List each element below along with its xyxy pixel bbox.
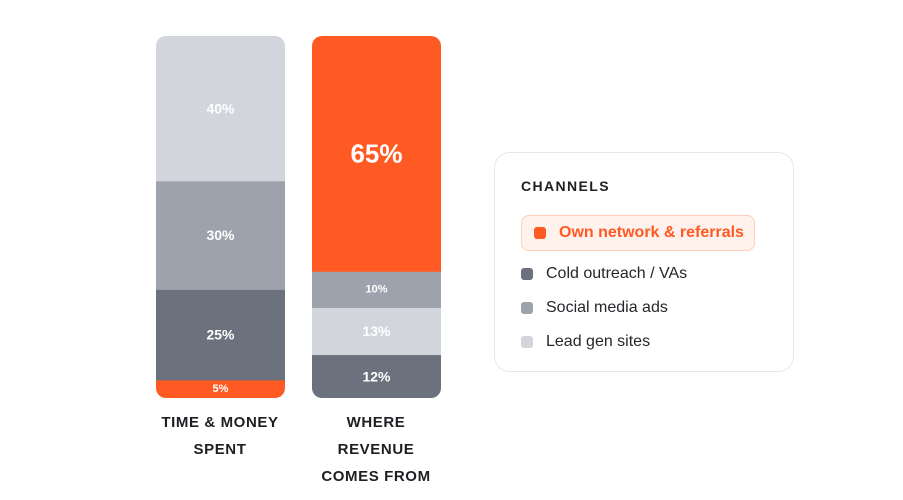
segment-value-label: 40% — [206, 100, 235, 116]
segment-value-label: 25% — [206, 327, 235, 343]
bar-time-and-money-spent — [156, 36, 285, 398]
bar-segment-lead-gen-sites — [156, 36, 285, 182]
legend-item-social-media: Social media ads — [521, 297, 668, 319]
legend-item-own-network: Own network & referrals — [521, 215, 755, 251]
segment-value-label: 30% — [206, 227, 235, 243]
bar-segment-social-media-ads — [312, 271, 441, 308]
legend-title: CHANNELS — [521, 178, 610, 194]
legend-swatch — [521, 302, 533, 314]
legend-swatch — [534, 227, 546, 239]
legend-card: CHANNELS Own network & referrals Cold ou… — [494, 152, 794, 372]
segment-value-label: 5% — [213, 383, 229, 395]
segment-labels: 5% 25% 30% 40% 12% 13% 10% 65% — [206, 100, 402, 395]
bar-segment-cold-outreach-vas — [312, 354, 441, 398]
bar-caption-line: REVENUE — [337, 441, 415, 458]
bar-caption-time-money: TIME & MONEY SPENT — [130, 409, 310, 463]
bar-segment-lead-gen-sites — [312, 307, 441, 356]
bar-segment-own-network-referrals — [312, 36, 441, 272]
legend-label: Own network & referrals — [559, 224, 744, 241]
segment-value-label: 10% — [365, 283, 387, 295]
bar-segment-cold-outreach-vas — [156, 289, 285, 381]
segment-value-label: 13% — [362, 323, 391, 339]
segment-value-label: 65% — [350, 139, 402, 169]
bar-segment-own-network-referrals — [156, 379, 285, 398]
legend-item-lead-gen: Lead gen sites — [521, 331, 650, 353]
legend-label: Social media ads — [546, 299, 668, 316]
legend-label: Cold outreach / VAs — [546, 265, 688, 282]
bar-caption-line: TIME & MONEY — [161, 414, 279, 431]
bar-segment-social-media-ads — [156, 180, 285, 290]
bar-caption-line: COMES FROM — [321, 468, 431, 485]
bar-caption-revenue: WHERE REVENUE COMES FROM — [286, 409, 466, 490]
segment-value-label: 12% — [362, 368, 391, 384]
bar-caption-line: WHERE — [346, 414, 406, 431]
bar-caption-line: SPENT — [193, 441, 247, 458]
legend-label: Lead gen sites — [546, 333, 651, 350]
legend-swatch — [521, 336, 533, 348]
legend-item-cold-outreach: Cold outreach / VAs — [521, 263, 687, 285]
bar-where-revenue-comes-from — [312, 36, 441, 398]
legend-swatch — [521, 268, 533, 280]
